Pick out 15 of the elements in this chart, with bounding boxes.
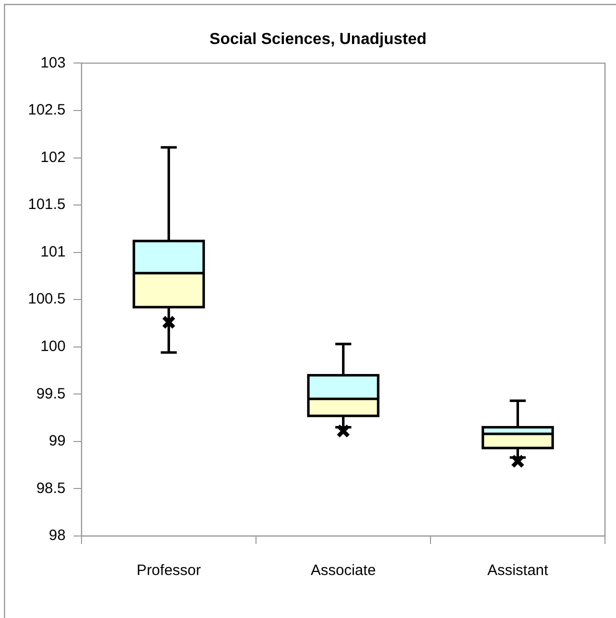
y-tick-label: 99.5 (36, 385, 66, 402)
y-tick-label: 102 (40, 148, 66, 166)
y-tick-label: 98 (48, 527, 66, 544)
chart-title: Social Sciences, Unadjusted (210, 31, 426, 48)
x-tick-label: Associate (310, 562, 376, 580)
y-tick-label: 101.5 (28, 196, 66, 214)
y-tick-label: 100 (40, 338, 66, 356)
y-tick-label: 102.5 (28, 102, 66, 119)
y-tick-label: 103 (40, 54, 66, 72)
x-tick-label: Professor (136, 562, 201, 580)
y-tick-label: 100.5 (28, 290, 66, 308)
y-tick-label: 99 (48, 432, 66, 450)
y-tick-label: 98.5 (36, 480, 66, 497)
y-tick-label: 101 (40, 243, 66, 260)
x-tick-label: Assistant (487, 562, 550, 580)
